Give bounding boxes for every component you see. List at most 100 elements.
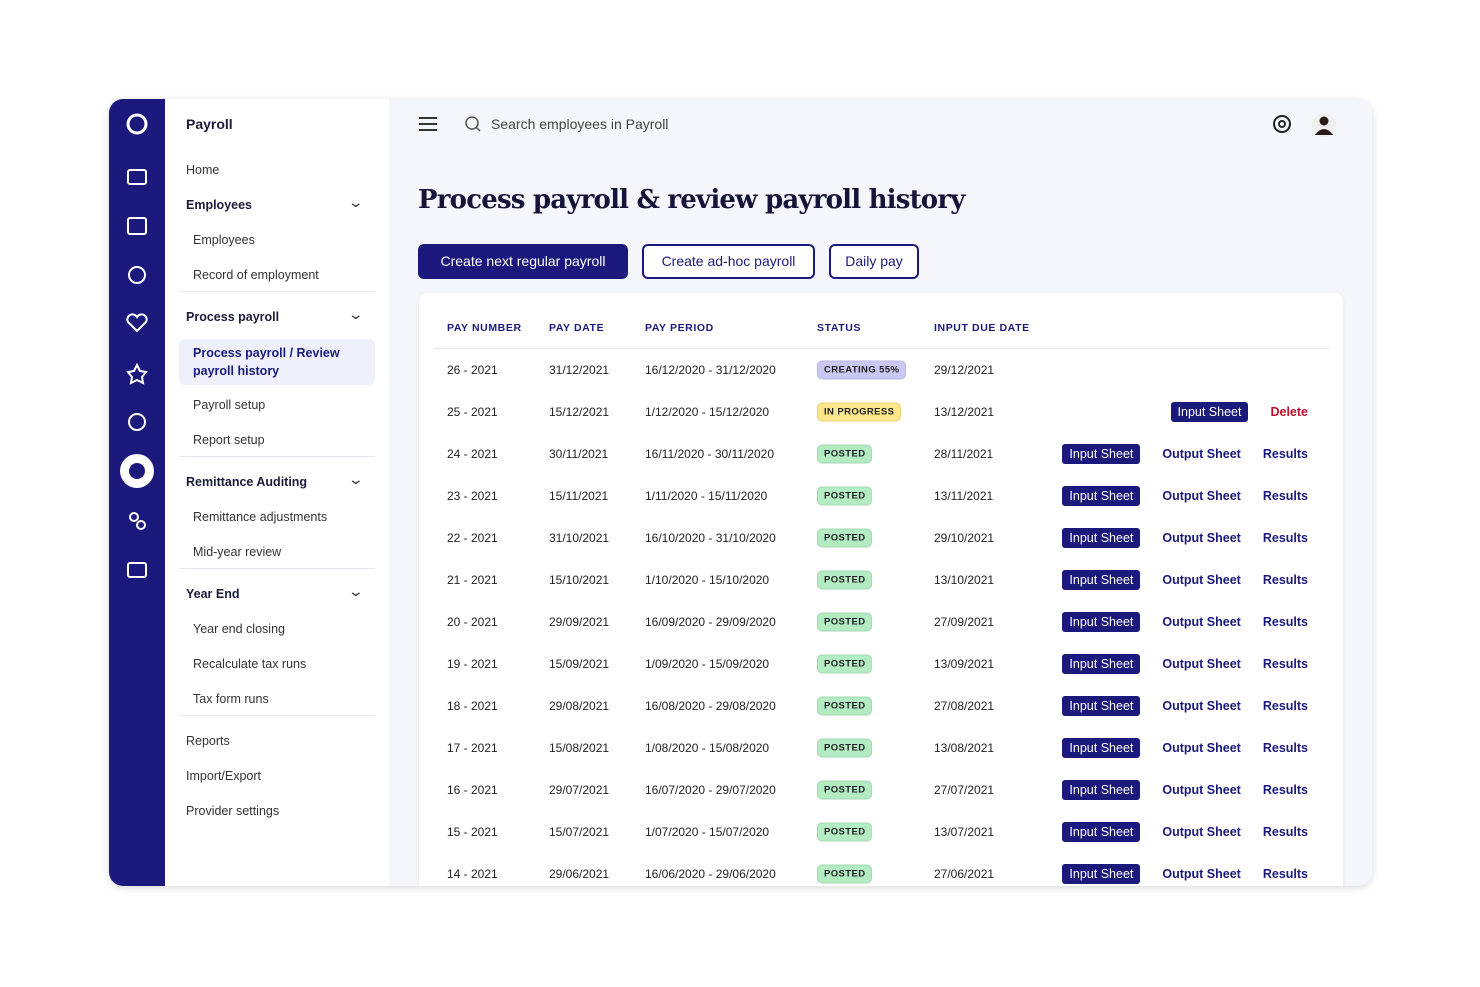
button[interactable]: Daily pay xyxy=(829,244,919,279)
nav-link[interactable]: Tax form runs xyxy=(193,692,269,706)
action-link[interactable]: Input Sheet xyxy=(1062,486,1141,506)
nav-link[interactable]: Payroll setup xyxy=(193,398,266,412)
nav-link[interactable]: Remittance adjustments xyxy=(193,510,328,524)
cell: 13/09/2021 xyxy=(934,657,995,671)
action-link[interactable]: Output Sheet xyxy=(1162,447,1241,461)
nav-link[interactable]: Provider settings xyxy=(186,804,280,818)
action-link[interactable]: Results xyxy=(1262,573,1308,587)
cell: 15/08/2021 xyxy=(549,741,610,755)
cell: 30/11/2021 xyxy=(549,447,609,461)
icon[interactable] xyxy=(127,217,147,235)
nav-link[interactable]: Home xyxy=(186,163,220,177)
icon[interactable] xyxy=(128,266,146,284)
cell: 1/10/2020 - 15/10/2020 xyxy=(645,573,770,587)
action-link[interactable]: Results xyxy=(1262,657,1308,671)
action-link[interactable]: Results xyxy=(1262,489,1308,503)
nav-link[interactable]: Year end closing xyxy=(193,622,285,636)
action-link[interactable]: Input Sheet xyxy=(1062,654,1141,674)
action-link[interactable]: Input Sheet xyxy=(1062,738,1141,758)
action-link[interactable]: Output Sheet xyxy=(1162,825,1241,839)
status-badge: POSTED xyxy=(817,780,873,800)
action-link[interactable]: Results xyxy=(1262,825,1308,839)
action-link[interactable]: Output Sheet xyxy=(1162,741,1241,755)
status-badge: CREATING 55% xyxy=(817,360,907,380)
button[interactable]: Create ad-hoc payroll xyxy=(642,244,815,279)
icon[interactable] xyxy=(129,512,139,522)
action-link[interactable]: Output Sheet xyxy=(1162,867,1241,881)
action-link[interactable]: Input Sheet xyxy=(1062,822,1141,842)
action-link[interactable]: Results xyxy=(1262,531,1308,545)
cell: 16/08/2020 - 29/08/2020 xyxy=(645,699,776,713)
action-link[interactable]: Output Sheet xyxy=(1162,573,1241,587)
page-title: Process payroll & review payroll history xyxy=(418,185,965,215)
help-icon[interactable] xyxy=(1278,120,1286,128)
action-link[interactable]: Input Sheet xyxy=(1062,612,1141,632)
cell: 31/10/2021 xyxy=(549,531,610,545)
nav-group[interactable]: Remittance Auditing xyxy=(186,475,308,489)
nav-group[interactable]: Employees xyxy=(186,198,253,212)
cell: 13/12/2021 xyxy=(934,405,995,419)
cell: 29/10/2021 xyxy=(934,531,995,545)
action-link[interactable]: Input Sheet xyxy=(1170,402,1249,422)
action-link[interactable]: Output Sheet xyxy=(1162,699,1241,713)
action-link[interactable]: Output Sheet xyxy=(1162,615,1241,629)
icon[interactable] xyxy=(127,562,147,578)
action-link[interactable]: Output Sheet xyxy=(1162,531,1241,545)
main: Search employees in Payroll Process payr… xyxy=(389,99,1372,886)
chevron[interactable]: ⌄ xyxy=(347,306,365,322)
action-link[interactable]: Input Sheet xyxy=(1062,444,1141,464)
cell: 15/09/2021 xyxy=(549,657,610,671)
column-header: STATUS xyxy=(817,322,862,334)
nav-link[interactable]: Reports xyxy=(186,734,230,748)
icon[interactable] xyxy=(129,463,145,479)
nav-group[interactable]: Year End xyxy=(186,587,240,601)
nav-link[interactable]: Mid-year review xyxy=(193,545,282,559)
nav-link[interactable]: Recalculate tax runs xyxy=(193,657,307,671)
status-badge: POSTED xyxy=(817,696,873,716)
avatar[interactable] xyxy=(1315,129,1333,135)
cell: 13/07/2021 xyxy=(934,825,995,839)
avatar[interactable] xyxy=(1319,116,1329,126)
nav-link[interactable]: Report setup xyxy=(193,433,265,447)
search-input[interactable]: Search employees in Payroll xyxy=(491,116,669,132)
status-badge: POSTED xyxy=(817,738,873,758)
status-badge: POSTED xyxy=(817,612,873,632)
button[interactable]: Create next regular payroll xyxy=(418,244,628,279)
chevron[interactable]: ⌄ xyxy=(347,583,365,599)
action-link[interactable]: Input Sheet xyxy=(1062,570,1141,590)
nav-group[interactable]: Process payroll xyxy=(186,310,280,324)
cell: 1/11/2020 - 15/11/2020 xyxy=(645,489,768,503)
nav-link-selected[interactable]: Process payroll / Review payroll history xyxy=(179,339,375,385)
icon[interactable] xyxy=(128,413,146,431)
cell: 29/09/2021 xyxy=(549,615,610,629)
action-link[interactable]: Delete xyxy=(1270,405,1308,419)
action-link[interactable]: Input Sheet xyxy=(1062,528,1141,548)
status-badge: POSTED xyxy=(817,528,873,548)
action-link[interactable]: Input Sheet xyxy=(1062,780,1141,800)
chevron[interactable]: ⌄ xyxy=(347,194,365,210)
action-link[interactable]: Input Sheet xyxy=(1062,864,1141,884)
action-link[interactable]: Input Sheet xyxy=(1062,696,1141,716)
chevron[interactable]: ⌄ xyxy=(347,471,365,487)
action-link[interactable]: Results xyxy=(1262,783,1308,797)
action-link[interactable]: Output Sheet xyxy=(1162,783,1241,797)
nav-link[interactable]: Import/Export xyxy=(186,769,262,783)
icon[interactable] xyxy=(126,313,148,333)
nav-link[interactable]: Record of employment xyxy=(193,268,319,282)
action-link[interactable]: Results xyxy=(1262,447,1308,461)
action-link[interactable]: Output Sheet xyxy=(1162,657,1241,671)
cell: 13/11/2021 xyxy=(934,489,994,503)
icon[interactable] xyxy=(127,169,147,185)
nav-link[interactable]: Employees xyxy=(193,233,255,247)
cell: 15 - 2021 xyxy=(447,825,498,839)
icon[interactable] xyxy=(126,362,148,385)
action-link[interactable]: Results xyxy=(1262,741,1308,755)
cell: 16/12/2020 - 31/12/2020 xyxy=(645,363,776,377)
cell: 26 - 2021 xyxy=(447,363,498,377)
action-link[interactable]: Results xyxy=(1262,867,1308,881)
action-link[interactable]: Results xyxy=(1262,699,1308,713)
icon[interactable] xyxy=(136,520,146,530)
action-link[interactable]: Output Sheet xyxy=(1162,489,1241,503)
action-link[interactable]: Results xyxy=(1262,615,1308,629)
help-icon[interactable] xyxy=(1273,115,1291,133)
